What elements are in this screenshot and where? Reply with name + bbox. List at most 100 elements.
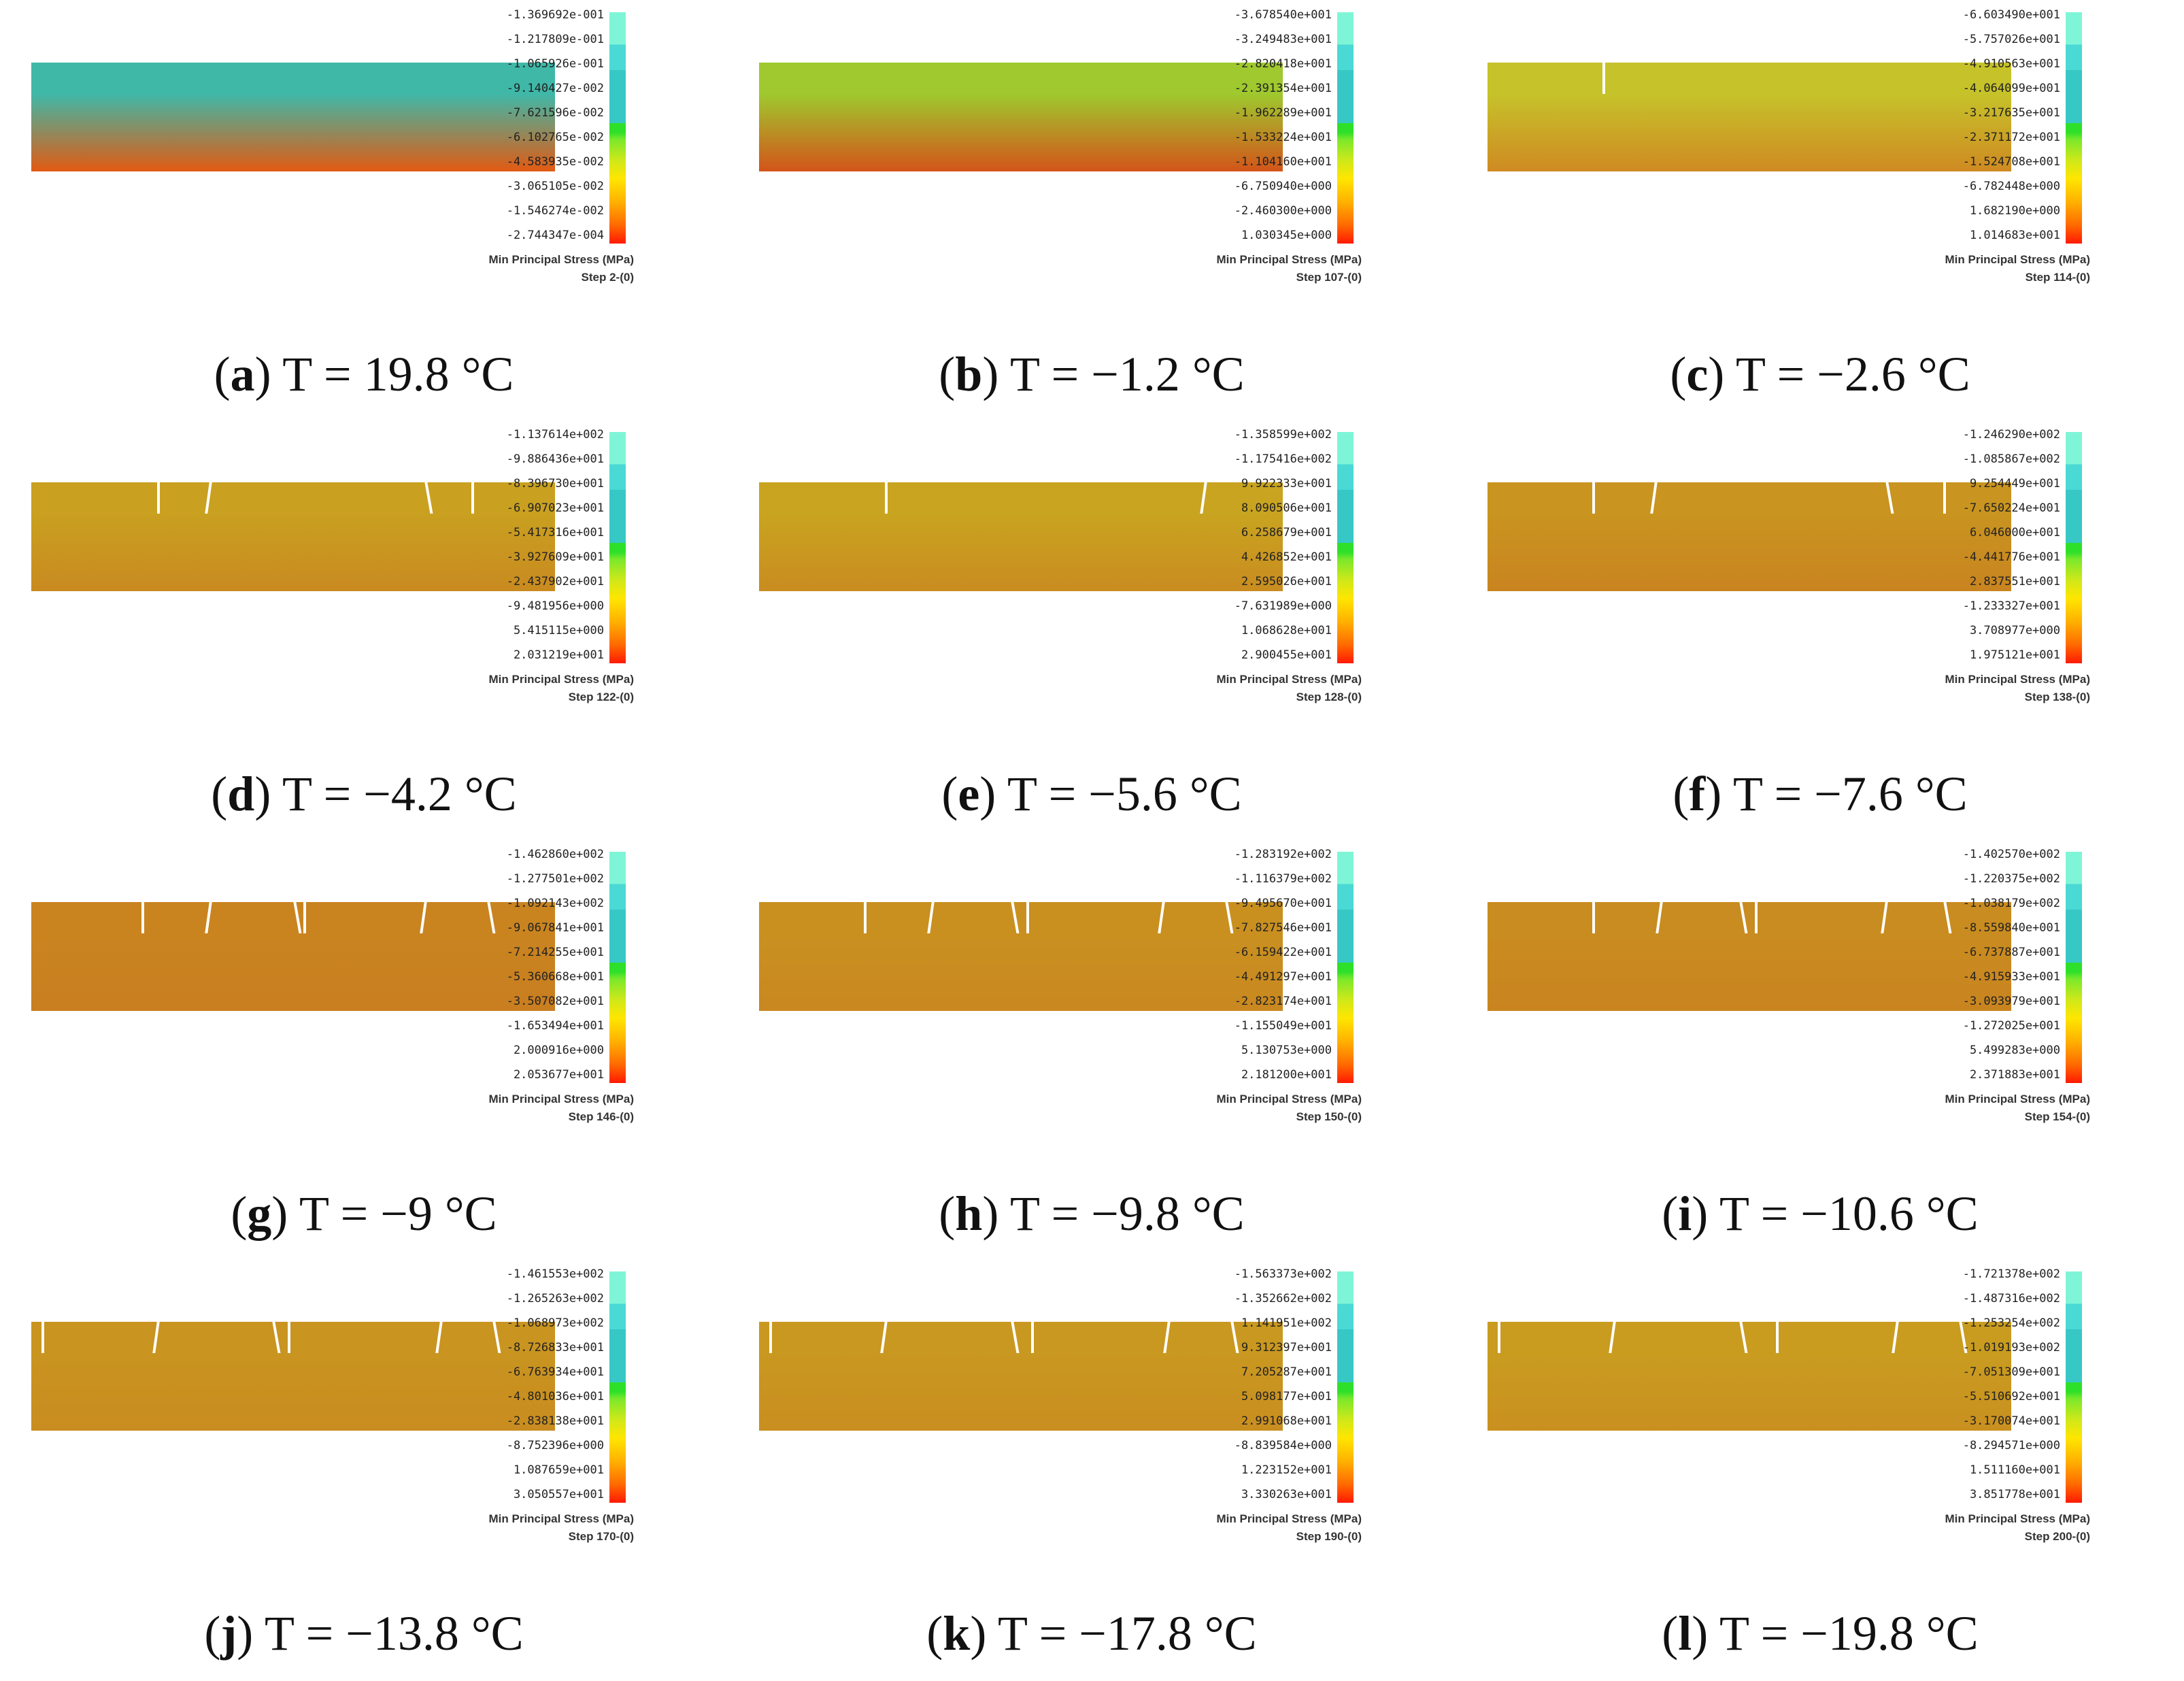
legend-tick-label: -1.283192e+002 [1234, 848, 1332, 861]
legend-tick-label: 2.031219e+001 [513, 648, 604, 662]
legend-tick-label: -2.371172e+001 [1962, 131, 2060, 144]
slab-bottom-layer [1488, 933, 2011, 1011]
legend-tick-label: 2.181200e+001 [1241, 1068, 1332, 1082]
legend-tick-label: -1.065926e-001 [506, 57, 604, 71]
legend-tick-label: 1.068628e+001 [1241, 624, 1332, 637]
crack-mark [1592, 482, 1596, 514]
crack-mark [471, 482, 475, 514]
panel-j: -1.461553e+002 -1.265263e+002 -1.068973e+0… [0, 1259, 728, 1679]
legend-title: Min Principal Stress (MPa) [1945, 1093, 2091, 1105]
legend-tick-label: -5.510692e+001 [1962, 1390, 2060, 1403]
caption-text: T = −17.8 °C [986, 1606, 1257, 1661]
stress-contour-slab [31, 902, 555, 1011]
crack-mark [41, 1322, 45, 1353]
panel-caption: (b) T = −1.2 °C [939, 347, 1245, 401]
legend-tick-label: 5.098177e+001 [1241, 1390, 1332, 1403]
legend-tick-label: -1.265263e+002 [506, 1292, 604, 1305]
legend-tick-label: -1.038179e+002 [1962, 897, 2060, 910]
legend-title: Min Principal Stress (MPa) [488, 1093, 635, 1105]
legend-tick-label: 3.330263e+001 [1241, 1488, 1332, 1501]
caption-letter: h [955, 1186, 983, 1241]
panel-f: -1.246290e+002 -1.085867e+002 9.254449e+00… [1456, 420, 2184, 839]
legend-ticks: -1.283192e+002 -1.116379e+002 -9.495670e+0… [1190, 848, 1332, 1093]
caption-text: T = −13.8 °C [253, 1606, 524, 1661]
legend-title: Min Principal Stress (MPa) [1216, 1093, 1362, 1105]
crack-mark [1602, 63, 1606, 94]
legend-tick-label: -1.246290e+002 [1962, 428, 2060, 442]
legend-tick-label: -1.358599e+002 [1234, 428, 1332, 442]
slab-bottom-layer [31, 514, 555, 591]
legend-tick-label: -1.563373e+002 [1234, 1267, 1332, 1281]
legend-tick-label: -7.214255e+001 [506, 946, 604, 959]
legend-colorbar [2066, 432, 2082, 663]
panel-h: -1.283192e+002 -1.116379e+002 -9.495670e+0… [728, 839, 1456, 1259]
legend-tick-label: -6.907023e+001 [506, 501, 604, 515]
legend-tick-label: 4.426852e+001 [1241, 550, 1332, 564]
legend-tick-label: -6.763934e+001 [506, 1365, 604, 1379]
legend-tick-label: -1.253254e+002 [1962, 1316, 2060, 1330]
legend-title: Min Principal Stress (MPa) [488, 1512, 635, 1525]
legend-tick-label: -3.678540e+001 [1234, 8, 1332, 22]
legend-tick-label: 3.050557e+001 [513, 1488, 604, 1501]
legend-tick-label: -7.051309e+001 [1962, 1365, 2060, 1379]
legend-ticks: -3.678540e+001 -3.249483e+001 -2.820418e+0… [1190, 8, 1332, 253]
caption-text: T = −1.2 °C [998, 347, 1245, 401]
legend-tick-label: -5.360668e+001 [506, 970, 604, 984]
caption-letter: a [230, 347, 255, 401]
legend-tick-label: -7.631989e+000 [1234, 599, 1332, 613]
legend-tick-label: 1.975121e+001 [1969, 648, 2060, 662]
legend-tick-label: -2.820418e+001 [1234, 57, 1332, 71]
crack-mark [288, 1322, 291, 1353]
caption-letter: d [227, 767, 255, 821]
legend-tick-label: 1.030345e+000 [1241, 229, 1332, 242]
stress-contour-slab [1488, 63, 2011, 171]
panel-l: -1.721378e+002 -1.487316e+002 -1.253254e+0… [1456, 1259, 2184, 1679]
legend-step: Step 150-(0) [1296, 1110, 1362, 1123]
legend-tick-label: -6.159422e+001 [1234, 946, 1332, 959]
legend-title: Min Principal Stress (MPa) [1216, 1512, 1362, 1525]
slab-bottom-layer [1488, 514, 2011, 591]
panel-caption: (h) T = −9.8 °C [939, 1186, 1245, 1241]
caption-text: T = −7.6 °C [1721, 767, 1968, 821]
legend-tick-label: -8.752396e+000 [506, 1439, 604, 1452]
panel-b: -3.678540e+001 -3.249483e+001 -2.820418e+0… [728, 0, 1456, 420]
legend-colorbar [2066, 852, 2082, 1083]
legend-ticks: -1.563373e+002 -1.352662e+002 1.141951e+00… [1190, 1267, 1332, 1512]
slab-top-layer [31, 1322, 555, 1353]
legend-tick-label: -3.249483e+001 [1234, 33, 1332, 46]
legend-ticks: -1.721378e+002 -1.487316e+002 -1.253254e+0… [1919, 1267, 2060, 1512]
legend-tick-label: -1.104160e+001 [1234, 155, 1332, 169]
legend-tick-label: -2.823174e+001 [1234, 995, 1332, 1008]
caption-letter: l [1678, 1606, 1692, 1661]
crack-mark [1754, 902, 1758, 933]
crack-mark [1943, 482, 1947, 514]
legend-title: Min Principal Stress (MPa) [1945, 673, 2091, 686]
slab-top-layer [759, 482, 1283, 514]
legend-tick-label: -1.402570e+002 [1962, 848, 2060, 861]
caption-letter: e [958, 767, 980, 821]
legend-tick-label: 1.682190e+000 [1969, 204, 2060, 218]
panel-i: -1.402570e+002 -1.220375e+002 -1.038179e+0… [1456, 839, 2184, 1259]
legend-step: Step 170-(0) [568, 1530, 634, 1543]
legend-tick-label: -7.827546e+001 [1234, 921, 1332, 935]
legend-step: Step 146-(0) [568, 1110, 634, 1123]
legend-tick-label: -1.116379e+002 [1234, 872, 1332, 886]
legend-tick-label: -1.085867e+002 [1962, 452, 2060, 466]
legend-title: Min Principal Stress (MPa) [1216, 673, 1362, 686]
legend-tick-label: 9.312397e+001 [1241, 1341, 1332, 1354]
crack-mark [864, 902, 867, 933]
legend-step: Step 200-(0) [2024, 1530, 2090, 1543]
caption-text: T = −5.6 °C [996, 767, 1242, 821]
slab-top-layer [31, 63, 555, 94]
legend-step: Step 128-(0) [1296, 690, 1362, 703]
panel-caption: (f) T = −7.6 °C [1673, 767, 1968, 821]
legend-tick-label: -1.092143e+002 [506, 897, 604, 910]
stress-contour-slab [31, 1322, 555, 1431]
legend-tick-label: -8.839584e+000 [1234, 1439, 1332, 1452]
panel-caption: (c) T = −2.6 °C [1670, 347, 1970, 401]
slab-top-layer [759, 902, 1283, 933]
legend-tick-label: -6.603490e+001 [1962, 8, 2060, 22]
slab-bottom-layer [31, 1353, 555, 1431]
legend-tick-label: 1.223152e+001 [1241, 1463, 1332, 1477]
legend-tick-label: 5.130753e+000 [1241, 1044, 1332, 1057]
